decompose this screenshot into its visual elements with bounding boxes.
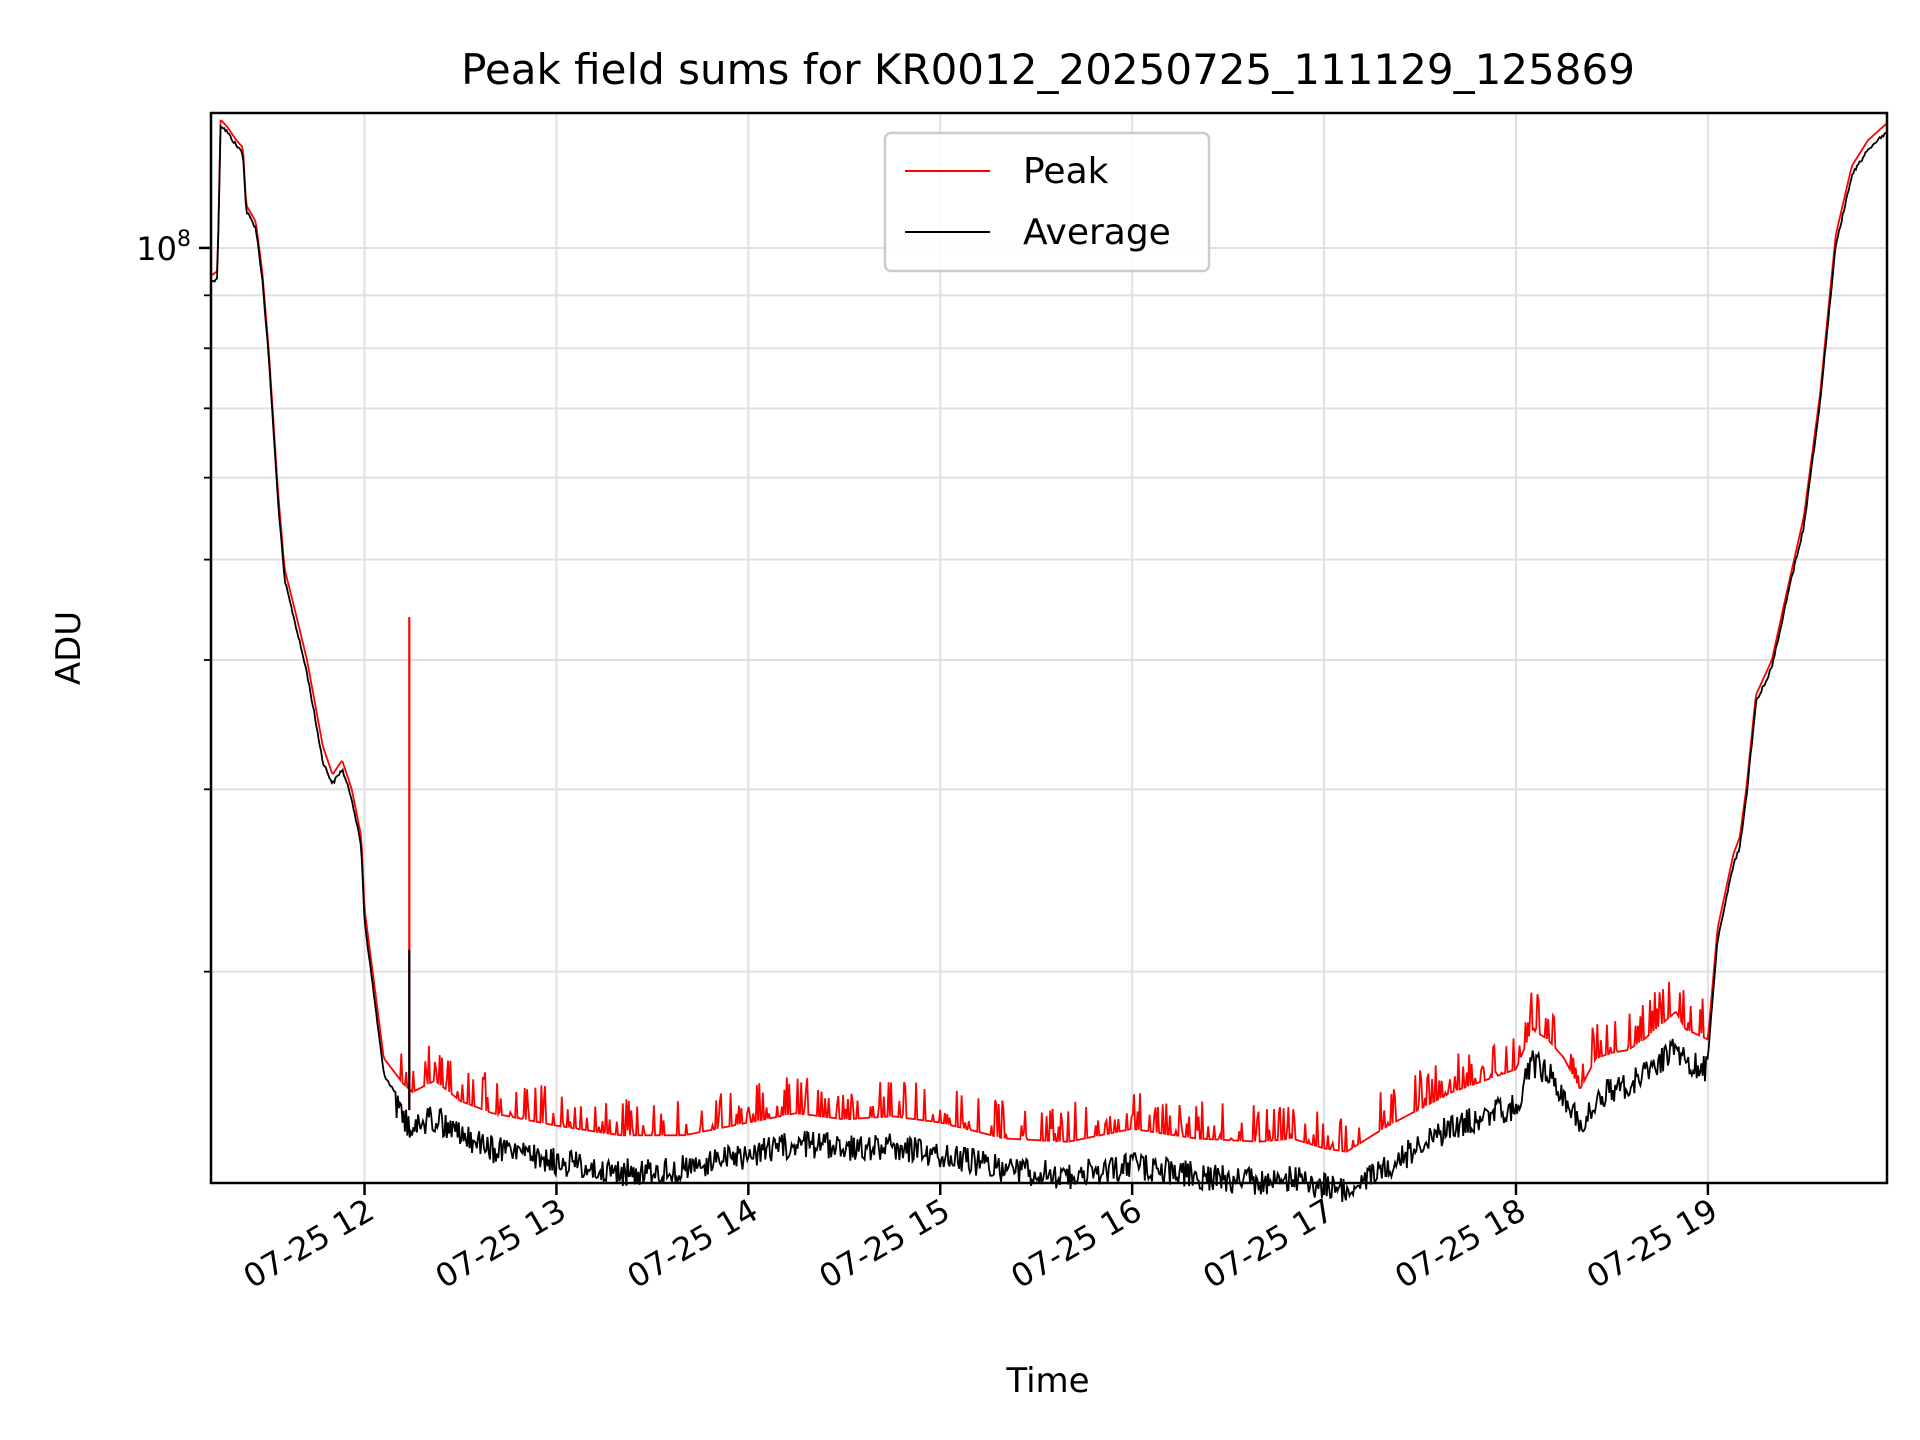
legend-label: Peak xyxy=(1023,151,1109,192)
series-peak-line xyxy=(210,119,1888,1153)
y-tick-label: 108 xyxy=(136,227,191,268)
plot-frame xyxy=(209,111,1889,1185)
y-axis-label: ADU xyxy=(49,611,89,685)
plot-lines xyxy=(210,119,1888,1202)
series-average-line xyxy=(210,124,1888,1202)
legend-label: Average xyxy=(1023,212,1171,253)
x-axis-label: Time xyxy=(1005,1361,1089,1401)
legend-box xyxy=(883,131,1211,273)
chart-title: Peak field sums for KR0012_20250725_1111… xyxy=(461,45,1635,94)
grid xyxy=(211,113,1887,1183)
legend: Peak Average xyxy=(883,131,1211,273)
y-axis: 108 xyxy=(136,227,211,973)
